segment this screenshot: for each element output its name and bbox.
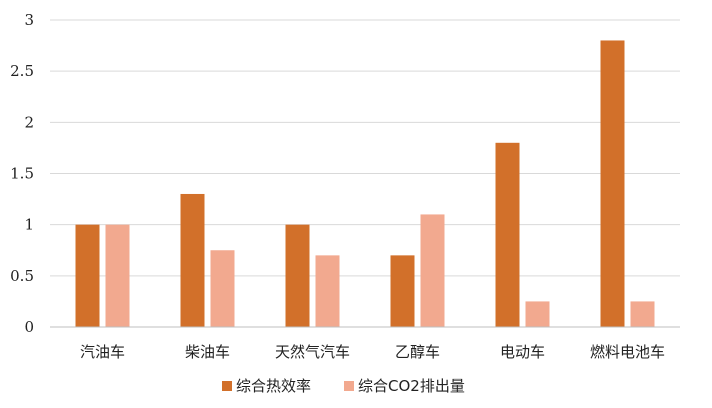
y-tick-label: 2 xyxy=(24,113,34,131)
x-category-label: 燃料电池车 xyxy=(590,343,665,361)
y-axis-ticks: 0 0.5 1 1.5 2 2.5 3 xyxy=(10,11,34,336)
bar-thermal-efficiency xyxy=(75,224,100,327)
bar-co2-emission xyxy=(105,224,130,327)
legend: 综合热效率 综合CO2排出量 xyxy=(222,377,465,395)
legend-label: 综合热效率 xyxy=(236,377,311,395)
y-tick-label: 1.5 xyxy=(10,165,34,183)
y-tick-label: 0 xyxy=(24,318,34,336)
x-category-label: 乙醇车 xyxy=(395,343,440,361)
y-tick-label: 0.5 xyxy=(10,267,34,285)
bar-co2-emission xyxy=(420,214,445,327)
bar-thermal-efficiency xyxy=(390,255,415,327)
x-axis-categories: 汽油车 柴油车 天然气汽车 乙醇车 电动车 燃料电池车 xyxy=(80,343,665,361)
y-tick-label: 3 xyxy=(24,11,34,29)
bar-co2-emission xyxy=(630,301,655,327)
y-tick-label: 1 xyxy=(24,216,34,234)
bar-co2-emission xyxy=(210,250,235,327)
bar-co2-emission xyxy=(315,255,340,327)
gridlines xyxy=(50,19,680,277)
x-category-label: 汽油车 xyxy=(80,343,125,361)
bar-thermal-efficiency xyxy=(495,142,520,327)
legend-swatch xyxy=(222,381,232,391)
y-tick-label: 2.5 xyxy=(10,62,34,80)
bar-thermal-efficiency xyxy=(600,40,625,327)
bar-thermal-efficiency xyxy=(285,224,310,327)
bars xyxy=(75,40,655,327)
x-category-label: 柴油车 xyxy=(185,343,230,361)
legend-swatch xyxy=(344,381,354,391)
bar-co2-emission xyxy=(525,301,550,327)
bar-thermal-efficiency xyxy=(180,193,205,327)
x-category-label: 天然气汽车 xyxy=(275,343,350,361)
x-category-label: 电动车 xyxy=(500,343,545,361)
legend-label: 综合CO2排出量 xyxy=(358,377,465,395)
